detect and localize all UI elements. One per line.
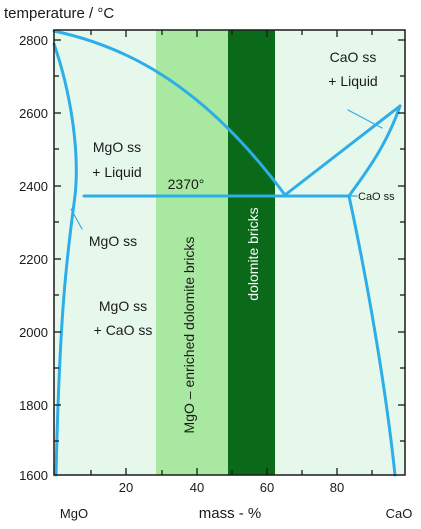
mgo-enriched-dolomite-band (156, 30, 228, 475)
cao-liquid-label-line2: + Liquid (328, 73, 377, 89)
mgo-enriched-band-label: MgO – enriched dolomite bricks (181, 237, 197, 434)
y-tick-label: 2600 (19, 106, 48, 121)
cao-liquid-label-line1: CaO ss (330, 49, 377, 65)
mgo-cao-label-line1: MgO ss (99, 298, 147, 314)
mgo-cao-label-line2: + CaO ss (94, 322, 153, 338)
y-tick-marks (54, 39, 405, 442)
mgo-solidus-line (52, 42, 78, 477)
dolomite-band-label: dolomite bricks (245, 207, 261, 300)
x-axis-title: mass - % (199, 505, 262, 522)
x-tick-label: 40 (190, 480, 204, 495)
y-tick-label: 2000 (19, 325, 48, 340)
phase-boundaries (52, 29, 402, 477)
x-tick-labels: 20 40 60 80 (119, 480, 344, 495)
x-end-label-mgo: MgO (60, 506, 88, 521)
plot-frame (53, 29, 406, 476)
mgo-liquid-label-line1: MgO ss (93, 139, 141, 155)
mgo-liquid-label-line2: + Liquid (92, 164, 141, 180)
y-axis-title: temperature / °C (4, 5, 114, 22)
x-tick-label: 60 (260, 480, 274, 495)
y-tick-label: 2200 (19, 252, 48, 267)
x-tick-label: 20 (119, 480, 133, 495)
y-tick-label: 2400 (19, 179, 48, 194)
cao-solidus-line (347, 104, 402, 477)
y-tick-label: 1800 (19, 398, 48, 413)
y-tick-labels: 2800 2600 2400 2200 2000 1800 1600 (19, 33, 48, 483)
mgo-liquidus-line (52, 29, 287, 197)
y-tick-label: 1600 (19, 468, 48, 483)
y-tick-label: 2800 (19, 33, 48, 48)
eutectic-temperature-label: 2370° (168, 176, 205, 192)
x-tick-label: 80 (330, 480, 344, 495)
x-end-label-cao: CaO (386, 506, 413, 521)
x-tick-marks (90, 30, 373, 475)
mgo-ss-label: MgO ss (89, 233, 137, 249)
cao-liquid-pointer (347, 109, 383, 129)
mgo-ss-pointer (70, 208, 83, 230)
cao-ss-label: CaO ss (358, 191, 395, 203)
dolomite-band (228, 30, 275, 475)
cao-liquidus-line (283, 104, 402, 197)
